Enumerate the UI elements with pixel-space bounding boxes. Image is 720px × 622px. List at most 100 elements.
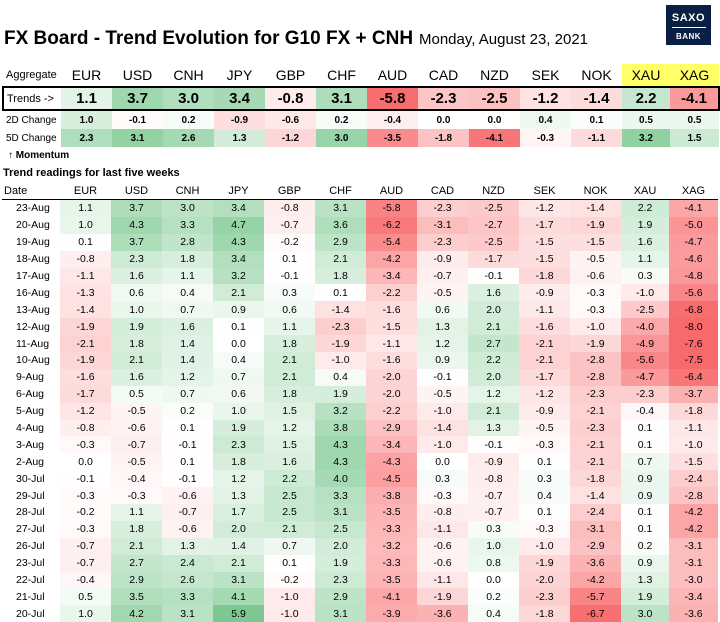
table-row: 20-Aug 1.0 4.3 3.3 4.7 -0.7 3.6 -6.2 -3.1 -2.7 -1.… (2, 216, 718, 234)
trend-cell-eur: 1.0 (60, 605, 111, 622)
trend-cell-cnh: -0.6 (162, 487, 213, 505)
currency-header-jpy: JPY (226, 67, 253, 83)
trend-cell-nzd: -0.1 (468, 436, 519, 454)
trend-cell-jpy: 1.2 (213, 470, 264, 488)
trend-cell-cad: -1.9 (417, 588, 468, 606)
trend-cell-chf: 2.1 (315, 250, 366, 268)
trend-cell-cad: -0.5 (417, 284, 468, 302)
trend-cell-cnh: 3.3 (162, 588, 213, 606)
saxo-bank-logo: SAXO BANK (666, 5, 711, 45)
trend-cell-cad: -2.3 (417, 233, 468, 251)
trend-value-eur: 1.1 (61, 86, 112, 111)
trend-cell-cnh: 2.8 (162, 233, 213, 251)
trend-cell-aud: -5.4 (366, 233, 417, 251)
trend-cell-aud: -3.8 (366, 487, 417, 505)
trend-cell-nzd: 0.2 (468, 588, 519, 606)
table-row: 26-Jul -0.7 2.1 1.3 1.4 0.7 2.0 -3.2 -0.6 1.0 -1.0… (2, 537, 718, 555)
trend-cell-cad: -1.0 (417, 436, 468, 454)
table-row: 3-Aug -0.3 -0.7 -0.1 2.3 1.5 4.3 -3.4 -1.0 -0.1 -0… (2, 436, 718, 454)
trend-cell-jpy: 1.7 (213, 504, 264, 521)
trend-cell-usd: 1.8 (111, 520, 162, 538)
change-5d-eur: 2.3 (61, 129, 112, 147)
trend-cell-xau: -4.7 (621, 368, 669, 386)
trend-cell-cnh: 1.3 (162, 537, 213, 555)
trend-cell-xau: -2.5 (621, 301, 669, 319)
trend-cell-cad: -2.3 (417, 199, 468, 217)
trend-cell-aud: -4.5 (366, 470, 417, 488)
row-date: 23-Jul (16, 557, 45, 570)
trend-cell-eur: -1.4 (60, 301, 111, 319)
history-header-jpy: JPY (213, 182, 264, 200)
trend-cell-usd: -0.5 (111, 402, 162, 420)
trend-cell-xau: 2.2 (621, 199, 669, 217)
trend-cell-eur: -1.9 (60, 318, 111, 336)
trend-cell-xag: -4.8 (669, 267, 718, 285)
trend-cell-cad: -0.1 (417, 368, 468, 386)
trend-cell-gbp: 1.5 (264, 436, 315, 454)
table-row: 23-Aug 1.1 3.7 3.0 3.4 -0.8 3.1 -5.8 -2.3 -2.5 -1.… (2, 199, 718, 217)
trend-cell-xag: -7.6 (669, 335, 718, 353)
trend-cell-jpy: 2.3 (213, 436, 264, 454)
trend-cell-jpy: 4.7 (213, 216, 264, 234)
trend-cell-nzd: 2.7 (468, 335, 519, 353)
trend-cell-xag: -3.6 (669, 605, 718, 622)
trend-cell-xau: 0.1 (621, 419, 669, 437)
row-date: 4-Aug (16, 422, 45, 435)
trend-cell-cnh: 1.2 (162, 368, 213, 386)
trend-cell-nok: -2.1 (570, 453, 621, 471)
trend-cell-chf: 4.3 (315, 453, 366, 471)
trend-cell-sek: -2.1 (519, 352, 570, 369)
trend-cell-jpy: 0.0 (213, 335, 264, 353)
trend-cell-nok: -5.7 (570, 588, 621, 606)
trend-cell-aud: -6.2 (366, 216, 417, 234)
trend-cell-sek: -2.3 (519, 588, 570, 606)
row-date: 28-Jul (16, 506, 45, 519)
trend-cell-cnh: 1.1 (162, 267, 213, 285)
trend-cell-xag: -2.8 (669, 487, 718, 505)
trend-cell-nzd: 2.2 (468, 352, 519, 369)
trend-cell-nzd: -0.9 (468, 453, 519, 471)
trend-cell-xau: -4.0 (621, 318, 669, 336)
trend-value-chf: 3.1 (316, 86, 367, 111)
trend-cell-xag: -6.8 (669, 301, 718, 319)
trend-cell-aud: -2.0 (366, 385, 417, 403)
trend-cell-sek: -1.2 (519, 199, 570, 217)
trend-cell-gbp: 0.6 (264, 301, 315, 319)
row-date: 3-Aug (16, 438, 45, 451)
trend-cell-cad: 0.9 (417, 352, 468, 369)
table-row: 12-Aug -1.9 1.9 1.6 0.1 1.1 -2.3 -1.5 1.3 2.1 -1.6… (2, 318, 718, 336)
trend-cell-gbp: 1.5 (264, 402, 315, 420)
trend-cell-nok: -0.3 (570, 301, 621, 319)
trend-cell-gbp: -0.2 (264, 233, 315, 251)
trend-cell-sek: 0.3 (519, 470, 570, 488)
trend-cell-sek: -1.7 (519, 368, 570, 386)
trend-cell-sek: -1.7 (519, 216, 570, 234)
row-date: 2-Aug (16, 455, 45, 468)
trend-cell-xag: -3.1 (669, 554, 718, 572)
currency-header-usd: USD (122, 67, 153, 83)
row-date: 16-Aug (16, 286, 50, 299)
trend-cell-cad: 1.2 (417, 335, 468, 353)
change-5d-cnh: 2.6 (163, 129, 214, 147)
trend-cell-cnh: 1.4 (162, 335, 213, 353)
trend-cell-xau: 0.2 (621, 537, 669, 555)
trend-cell-aud: -1.6 (366, 352, 417, 369)
trend-cell-aud: -3.5 (366, 571, 417, 589)
trend-cell-xag: -6.4 (669, 368, 718, 386)
trend-cell-sek: -1.9 (519, 554, 570, 572)
trend-cell-usd: 4.2 (111, 605, 162, 622)
trend-cell-sek: -1.2 (519, 385, 570, 403)
trend-cell-usd: 1.9 (111, 318, 162, 336)
trends-row: Trends -> 1.1 3.7 3.0 3.4 -0.8 3.1 -5.8 -2.3 -2.… (2, 86, 720, 111)
change-2d-label: 2D Change (6, 114, 57, 126)
trend-cell-nzd: -0.7 (468, 504, 519, 521)
trend-cell-xau: 0.7 (621, 453, 669, 471)
trend-cell-xag: -3.1 (669, 537, 718, 555)
trend-cell-jpy: 3.2 (213, 267, 264, 285)
trend-cell-chf: -1.9 (315, 335, 366, 353)
trend-cell-nzd: 1.2 (468, 385, 519, 403)
trend-cell-cad: -1.0 (417, 402, 468, 420)
trend-cell-nok: -3.6 (570, 554, 621, 572)
trend-cell-gbp: 2.1 (264, 368, 315, 386)
table-row: 10-Aug -1.9 2.1 1.4 0.4 2.1 -1.0 -1.6 0.9 2.2 -2.1… (2, 352, 718, 369)
